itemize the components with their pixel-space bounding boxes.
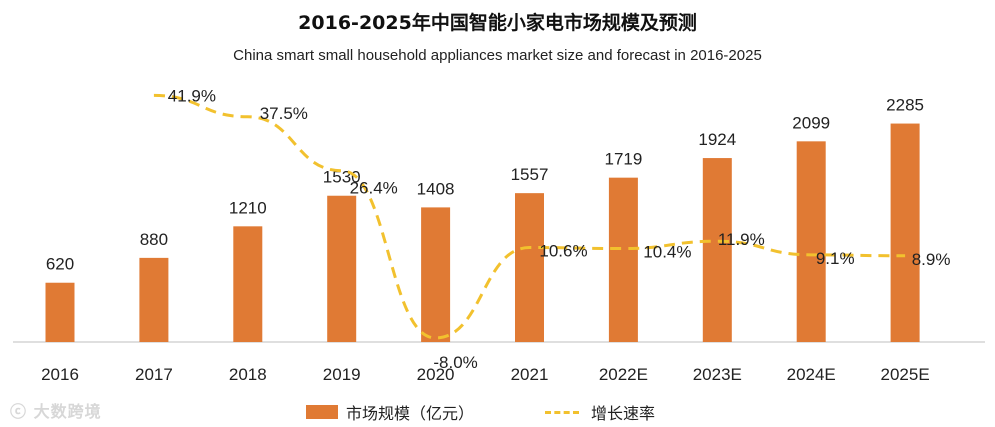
growth-label-2022E: 10.4%: [643, 243, 691, 262]
bar-label-2020: 1408: [417, 179, 455, 198]
bar-2017: [139, 257, 169, 342]
watermark-logo: ⓒ 大数跨境: [10, 398, 102, 422]
bar-label-2024E: 2099: [792, 113, 830, 132]
watermark-icon: ⓒ: [10, 402, 34, 421]
growth-rate-line: [153, 93, 906, 340]
bar-2021: [515, 193, 544, 342]
bar-label-2021: 1557: [511, 165, 549, 184]
legend-item-growth-rate: 增长速率: [545, 400, 655, 424]
bar-2018: [233, 226, 263, 342]
growth-label-2019: 26.4%: [350, 179, 398, 198]
legend-bar-swatch: [306, 405, 338, 419]
bar-2019: [327, 195, 357, 342]
growth-label-2024E: 9.1%: [816, 249, 855, 268]
growth-label-2017: 41.9%: [168, 86, 216, 105]
legend-item-market-size: 市场规模（亿元）: [306, 400, 474, 424]
growth-label-2025E: 8.9%: [912, 250, 951, 269]
x-tick-2022E: 2022E: [599, 365, 648, 384]
bar-label-2023E: 1924: [698, 130, 736, 149]
bar-label-2018: 1210: [229, 198, 267, 217]
x-tick-2024E: 2024E: [787, 365, 836, 384]
bar-2016: [45, 282, 75, 342]
watermark-text: 大数跨境: [33, 402, 102, 421]
x-tick-2021: 2021: [511, 365, 549, 384]
bar-label-2022E: 1719: [604, 150, 642, 169]
x-tick-2019: 2019: [323, 365, 361, 384]
growth-label-2021: 10.6%: [539, 242, 587, 261]
legend-line-swatch: [545, 410, 579, 414]
bar-2023E: [702, 158, 732, 342]
bar-2020: [421, 207, 451, 342]
x-tick-2018: 2018: [229, 365, 267, 384]
x-tick-2025E: 2025E: [881, 365, 930, 384]
growth-label-2020: -8.0%: [433, 353, 477, 372]
growth-label-2018: 37.5%: [260, 104, 308, 123]
growth-label-2023E: 11.9%: [718, 230, 765, 249]
x-tick-2017: 2017: [135, 365, 173, 384]
bar-2024E: [796, 141, 826, 342]
bar-label-2016: 620: [46, 255, 74, 274]
bar-label-2025E: 2285: [886, 96, 924, 115]
x-tick-2020: 2020: [417, 365, 455, 384]
bar-2025E: [890, 123, 920, 342]
x-tick-2023E: 2023E: [693, 365, 742, 384]
bar-label-2017: 880: [140, 230, 168, 249]
x-tick-2016: 2016: [41, 365, 79, 384]
legend-label-growth-rate: 增长速率: [591, 404, 656, 423]
chart-title: 2016-2025年中国智能小家电市场规模及预测: [298, 12, 697, 34]
bar-2022E: [608, 177, 638, 342]
chart-subtitle: China smart small household appliances m…: [233, 47, 762, 64]
legend-label-market-size: 市场规模（亿元）: [346, 404, 475, 423]
